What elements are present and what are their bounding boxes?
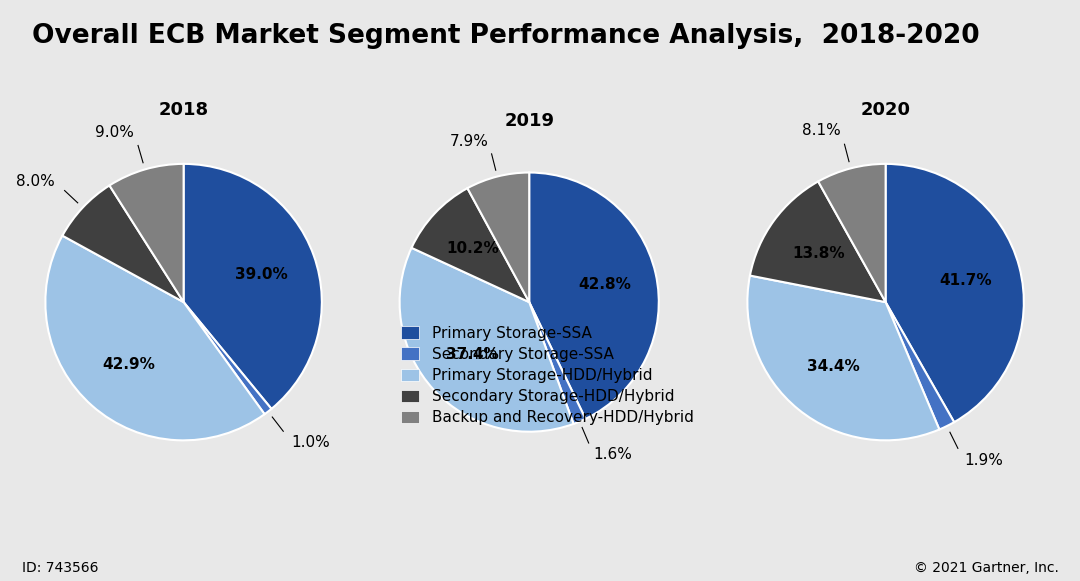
Text: 42.8%: 42.8% xyxy=(579,277,632,292)
Wedge shape xyxy=(109,164,184,302)
Text: 1.0%: 1.0% xyxy=(292,435,330,450)
Text: 13.8%: 13.8% xyxy=(792,246,845,261)
Legend: Primary Storage-SSA, Secondary Storage-SSA, Primary Storage-HDD/Hybrid, Secondar: Primary Storage-SSA, Secondary Storage-S… xyxy=(396,321,698,430)
Text: 8.0%: 8.0% xyxy=(16,174,54,189)
Text: 10.2%: 10.2% xyxy=(446,242,499,256)
Text: 39.0%: 39.0% xyxy=(235,267,288,282)
Title: 2020: 2020 xyxy=(861,102,910,120)
Wedge shape xyxy=(747,275,940,440)
Wedge shape xyxy=(184,164,322,409)
Wedge shape xyxy=(45,236,265,440)
Title: 2018: 2018 xyxy=(159,102,208,120)
Text: 37.4%: 37.4% xyxy=(446,347,498,363)
Wedge shape xyxy=(886,164,1024,422)
Text: 7.9%: 7.9% xyxy=(449,134,488,149)
Wedge shape xyxy=(400,248,573,432)
Text: 8.1%: 8.1% xyxy=(802,123,841,138)
Wedge shape xyxy=(468,173,529,302)
Text: 34.4%: 34.4% xyxy=(807,359,860,374)
Text: 41.7%: 41.7% xyxy=(940,273,993,288)
Wedge shape xyxy=(63,185,184,302)
Text: ID: 743566: ID: 743566 xyxy=(22,561,98,575)
Text: Overall ECB Market Segment Performance Analysis,  2018-2020: Overall ECB Market Segment Performance A… xyxy=(32,23,980,49)
Wedge shape xyxy=(411,188,529,302)
Text: 42.9%: 42.9% xyxy=(103,357,156,372)
Text: 9.0%: 9.0% xyxy=(95,125,134,139)
Wedge shape xyxy=(184,302,271,414)
Wedge shape xyxy=(819,164,886,302)
Text: 1.6%: 1.6% xyxy=(594,447,633,462)
Text: 1.9%: 1.9% xyxy=(964,453,1003,468)
Title: 2019: 2019 xyxy=(504,112,554,130)
Wedge shape xyxy=(886,302,954,429)
Text: © 2021 Gartner, Inc.: © 2021 Gartner, Inc. xyxy=(914,561,1058,575)
Wedge shape xyxy=(750,181,886,302)
Wedge shape xyxy=(529,173,659,419)
Wedge shape xyxy=(529,302,585,424)
